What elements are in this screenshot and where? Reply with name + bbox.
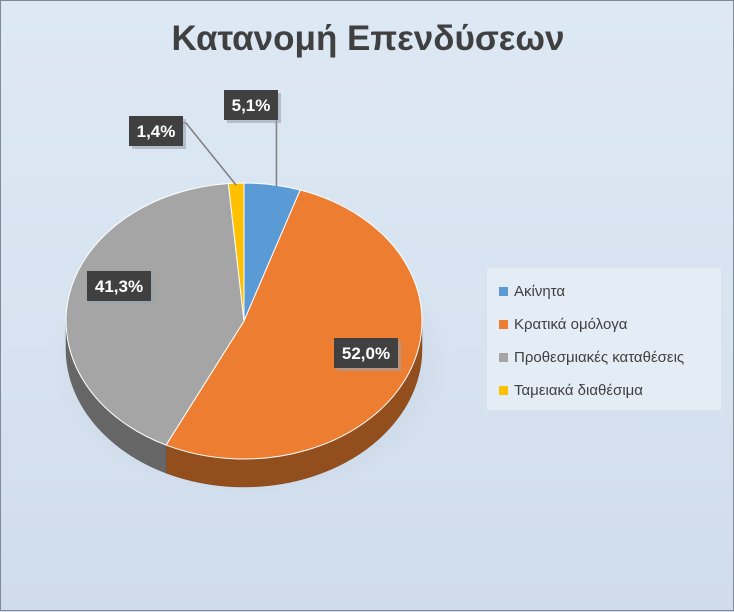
data-label-kratika-omologa: 52,0% xyxy=(342,344,390,363)
chart-title: Κατανομή Επενδύσεων xyxy=(171,19,565,58)
legend-swatch xyxy=(499,385,508,395)
data-label-box-akinita xyxy=(224,90,278,120)
legend-label: Κρατικά ομόλογα xyxy=(514,315,628,333)
slice-prothesmiakes-katatheseis xyxy=(65,183,245,446)
legend-swatch xyxy=(499,352,508,362)
legend: Ακίνητα Κρατικά ομόλογα Προθεσμιακές κατ… xyxy=(486,267,722,411)
slice-kratika-omologa xyxy=(165,189,423,460)
legend-swatch xyxy=(499,286,508,296)
legend-swatch xyxy=(499,319,508,329)
legend-label: Προθεσμιακές καταθέσεις xyxy=(514,348,685,366)
slice-tameiaka-diathesima xyxy=(227,182,245,322)
data-label-prothesmiakes-katatheseis: 41,3% xyxy=(95,277,143,296)
data-label-box-prothesmiakes-katatheseis xyxy=(87,271,151,301)
data-label-akinita: 5,1% xyxy=(232,96,271,115)
legend-label: Ταμειακά διαθέσιμα xyxy=(514,381,643,399)
legend-item-tameiaka-diathesima: Ταμειακά διαθέσιμα xyxy=(499,380,643,400)
data-label-box-kratika-omologa xyxy=(334,338,398,368)
legend-label: Ακίνητα xyxy=(514,282,566,300)
leader-line-tameiaka-diathesima xyxy=(183,122,237,186)
legend-item-akinita: Ακίνητα xyxy=(499,281,565,301)
legend-item-prothesmiakes-katatheseis: Προθεσμιακές καταθέσεις xyxy=(499,347,684,367)
legend-item-kratika-omologa: Κρατικά ομόλογα xyxy=(499,314,627,334)
data-label-box-tameiaka-diathesima xyxy=(129,116,183,146)
data-label-tameiaka-diathesima: 1,4% xyxy=(137,122,176,141)
